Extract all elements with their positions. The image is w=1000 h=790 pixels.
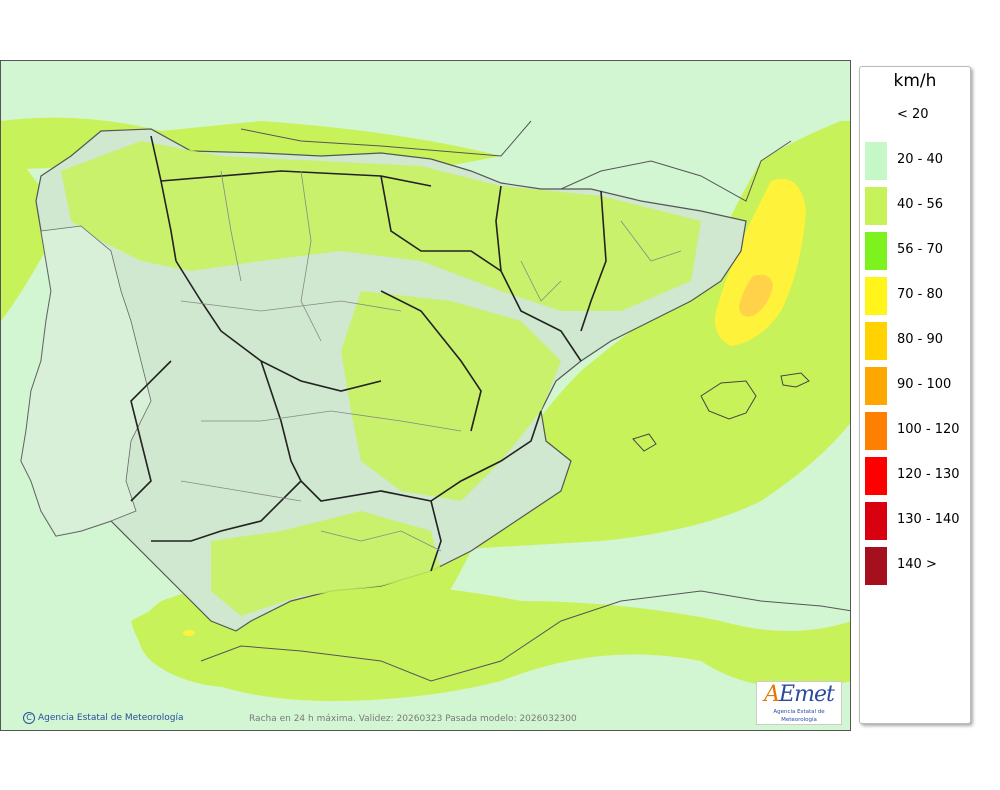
legend-item: 70 - 80 bbox=[860, 277, 970, 315]
legend-swatch bbox=[865, 547, 887, 585]
inland-gust-south bbox=[211, 511, 441, 616]
legend-label: 130 - 140 bbox=[897, 512, 960, 527]
map-canvas bbox=[1, 61, 850, 730]
legend-label: < 20 bbox=[897, 107, 929, 122]
legend-swatch bbox=[865, 142, 887, 180]
legend-label: 20 - 40 bbox=[897, 152, 944, 167]
legend-swatch bbox=[865, 322, 887, 360]
legend-item: 56 - 70 bbox=[860, 232, 970, 270]
legend-label: 80 - 90 bbox=[897, 332, 944, 347]
legend-item: 90 - 100 bbox=[860, 367, 970, 405]
gust-zone-balearic-high bbox=[715, 179, 806, 346]
legend-label: 40 - 56 bbox=[897, 197, 944, 212]
gust-zone-south bbox=[131, 581, 850, 701]
legend-panel: km/h < 20 20 - 40 40 - 56 56 - 70 70 - 80 80 … bbox=[859, 66, 971, 724]
legend-item: 80 - 90 bbox=[860, 322, 970, 360]
credit-notice: C Agencia Estatal de Meteorología bbox=[23, 712, 184, 724]
legend-swatch bbox=[865, 502, 887, 540]
legend-swatch bbox=[865, 412, 887, 450]
legend-swatch bbox=[865, 187, 887, 225]
legend-item: 140 > bbox=[860, 547, 970, 585]
province-borders bbox=[180, 170, 682, 552]
gust-zone-atlantic-west bbox=[1, 141, 61, 321]
legend-label: 56 - 70 bbox=[897, 242, 944, 257]
legend-label: 70 - 80 bbox=[897, 287, 944, 302]
legend-swatch bbox=[865, 367, 887, 405]
legend-item: 120 - 130 bbox=[860, 457, 970, 495]
legend-label: 90 - 100 bbox=[897, 377, 952, 392]
ibiza bbox=[632, 433, 657, 452]
inland-gust-east bbox=[341, 291, 561, 501]
legend-label: 140 > bbox=[897, 557, 937, 572]
copyright-icon: C bbox=[23, 712, 35, 724]
gust-zone-strait bbox=[183, 630, 195, 636]
region-borders bbox=[130, 135, 607, 572]
legend-label: 120 - 130 bbox=[897, 467, 960, 482]
aemet-logo: AEmet Agencia Estatal de Meteorología bbox=[756, 681, 842, 725]
validity-text: Racha en 24 h máxima. Validez: 20260323 … bbox=[249, 714, 577, 724]
legend-swatch bbox=[865, 457, 887, 495]
france-coast bbox=[240, 120, 792, 202]
legend-item: 100 - 120 bbox=[860, 412, 970, 450]
legend-swatch bbox=[865, 232, 887, 270]
portugal-region bbox=[20, 225, 152, 537]
africa-coast bbox=[200, 590, 850, 682]
legend-label: 100 - 120 bbox=[897, 422, 960, 437]
legend-swatch bbox=[865, 97, 887, 135]
mallorca bbox=[700, 380, 757, 420]
gust-zone-balearic-core bbox=[739, 274, 773, 317]
inland-gust-north bbox=[61, 141, 701, 311]
credit-text: Agencia Estatal de Meteorología bbox=[38, 713, 184, 723]
legend-item: 20 - 40 bbox=[860, 142, 970, 180]
legend-item: < 20 bbox=[860, 97, 970, 135]
menorca bbox=[780, 372, 810, 388]
legend-item: 130 - 140 bbox=[860, 502, 970, 540]
wind-gust-map: C Agencia Estatal de Meteorología Racha e… bbox=[0, 60, 851, 731]
legend-item: 40 - 56 bbox=[860, 187, 970, 225]
legend-unit: km/h bbox=[893, 71, 937, 91]
legend-swatch bbox=[865, 277, 887, 315]
